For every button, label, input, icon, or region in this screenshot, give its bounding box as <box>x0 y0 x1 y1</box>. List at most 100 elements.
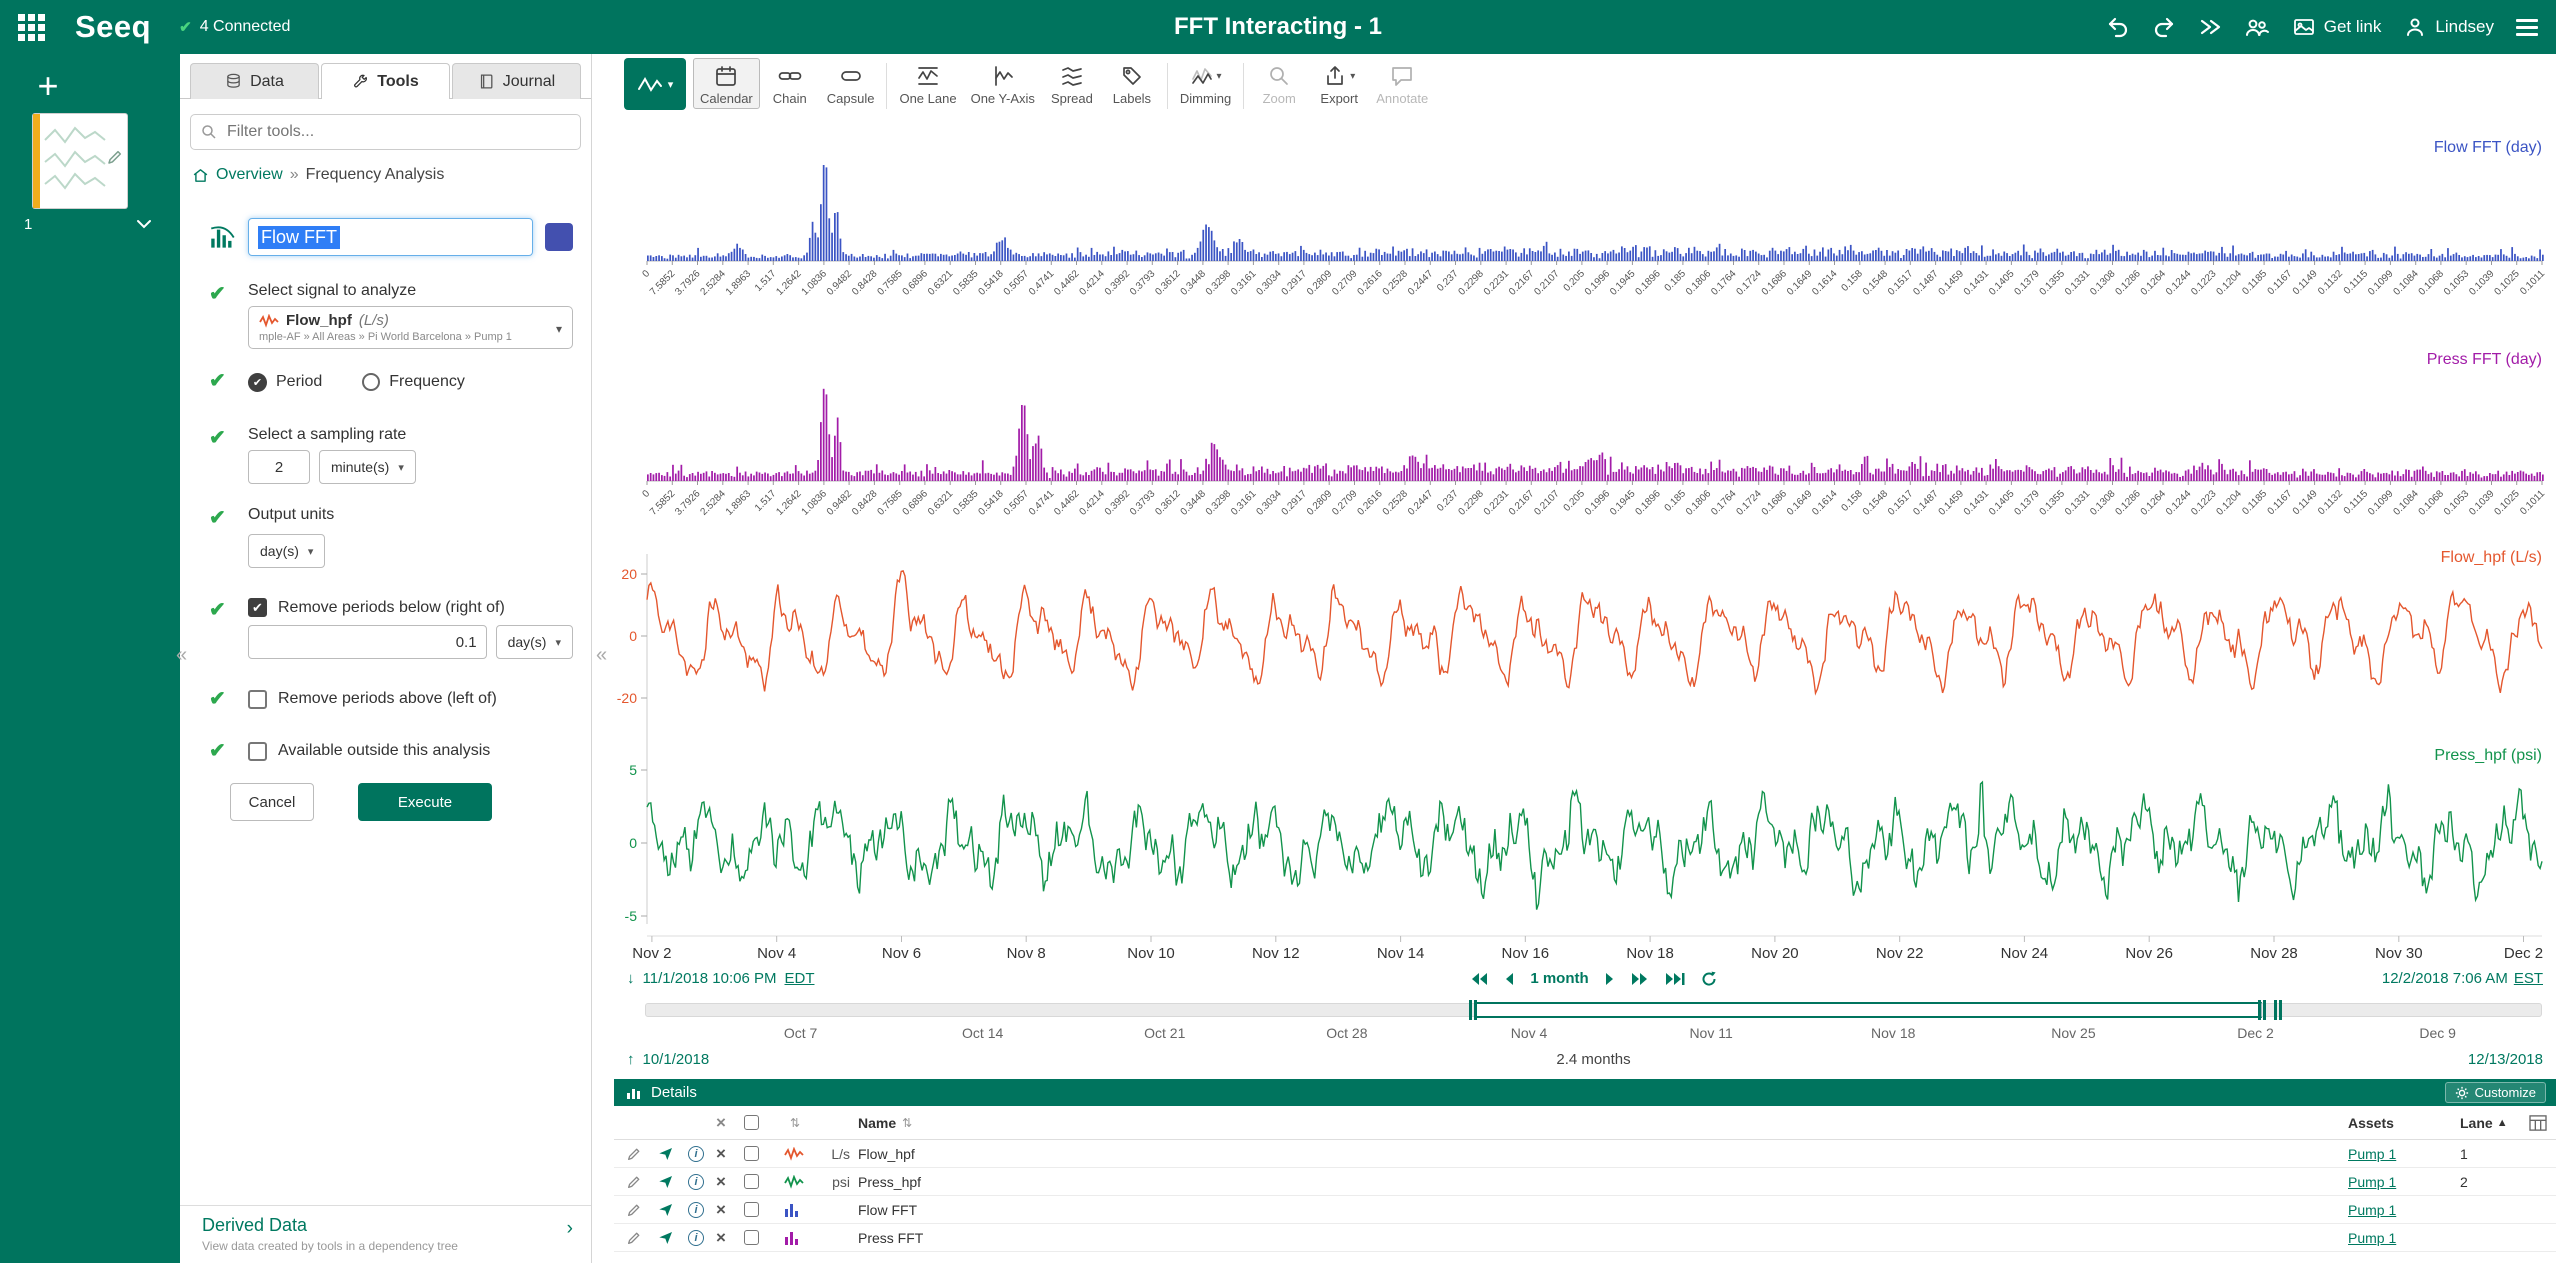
toolbar-capsule[interactable]: Capsule <box>820 58 882 109</box>
expand-table-icon[interactable] <box>2529 1115 2547 1131</box>
row-checkbox[interactable] <box>744 1174 759 1189</box>
info-icon[interactable]: i <box>688 1146 716 1162</box>
signal-select[interactable]: Flow_hpf (L/s) mple-AF » All Areas » Pi … <box>248 306 573 349</box>
color-swatch[interactable] <box>545 223 573 251</box>
remove-above-checkbox[interactable] <box>248 690 267 709</box>
new-worksheet-button[interactable]: + <box>30 66 66 106</box>
display-range-end[interactable]: 12/2/2018 7:06 AM EST <box>2382 970 2543 987</box>
chevron-right-icon[interactable]: › <box>567 1218 573 1240</box>
info-icon[interactable]: i <box>688 1202 716 1218</box>
row-checkbox[interactable] <box>744 1146 759 1161</box>
worksheet-edit-icon[interactable] <box>106 148 124 166</box>
remove-icon[interactable]: × <box>716 1173 744 1190</box>
refresh-icon[interactable] <box>1701 971 1717 987</box>
customize-button[interactable]: Customize <box>2445 1082 2546 1103</box>
remove-below-checkbox[interactable]: ✔ <box>248 598 267 617</box>
toolbar-one-lane[interactable]: One Lane <box>892 58 963 109</box>
edit-icon[interactable] <box>626 1230 658 1246</box>
range-end-timezone[interactable]: EST <box>2514 970 2543 987</box>
remove-below-unit-dropdown[interactable]: day(s) ▾ <box>496 625 573 659</box>
cancel-button[interactable]: Cancel <box>230 783 314 821</box>
table-row[interactable]: i × psi Press_hpf Pump 1 2 <box>614 1168 2556 1196</box>
remove-icon[interactable]: × <box>716 1145 744 1162</box>
table-row[interactable]: i × Press FFT Pump 1 <box>614 1224 2556 1252</box>
sort-icon[interactable]: ⇅ <box>790 1116 800 1130</box>
execute-button[interactable]: Execute <box>358 783 492 821</box>
table-row[interactable]: i × L/s Flow_hpf Pump 1 1 <box>614 1140 2556 1168</box>
view-selector-button[interactable]: ▾ <box>624 58 686 110</box>
lane-column-header[interactable]: Lane▲ <box>2460 1115 2520 1131</box>
scrubber-drag-handle[interactable] <box>2274 1000 2282 1020</box>
output-unit-dropdown[interactable]: day(s) ▾ <box>248 534 325 568</box>
row-checkbox[interactable] <box>744 1202 759 1217</box>
present-icon[interactable] <box>2198 15 2222 39</box>
apps-grid-icon[interactable] <box>18 14 45 41</box>
collapse-rail-icon[interactable]: « <box>176 644 187 667</box>
remove-all-icon[interactable]: × <box>716 1114 726 1131</box>
tab-data[interactable]: Data <box>190 63 319 99</box>
derived-data-section[interactable]: Derived Data View data created by tools … <box>180 1205 591 1263</box>
remove-icon[interactable]: × <box>716 1229 744 1246</box>
radio-period[interactable]: ✔ Period <box>248 373 322 392</box>
step-to-end-icon[interactable] <box>1665 972 1685 986</box>
send-icon[interactable] <box>658 1146 688 1162</box>
sort-icon[interactable]: ⇅ <box>902 1116 912 1130</box>
edit-icon[interactable] <box>626 1174 658 1190</box>
range-end-date[interactable]: 12/2/2018 7:06 AM <box>2382 970 2508 987</box>
toolbar-spread[interactable]: Spread <box>1042 58 1102 109</box>
scrubber-selection[interactable] <box>1474 1002 2262 1018</box>
step-forward-half-icon[interactable] <box>1605 972 1615 986</box>
investigate-duration[interactable]: 2.4 months <box>645 1051 2542 1068</box>
get-link-button[interactable]: Get link <box>2292 15 2382 39</box>
scrubber-left-handle[interactable] <box>1469 1000 1477 1020</box>
toolbar-labels[interactable]: Labels <box>1102 58 1162 109</box>
tab-journal[interactable]: Journal <box>452 63 581 99</box>
send-icon[interactable] <box>658 1230 688 1246</box>
redo-icon[interactable] <box>2152 15 2176 39</box>
info-icon[interactable]: i <box>688 1174 716 1190</box>
toolbar-export[interactable]: ▾Export <box>1309 58 1369 109</box>
asset-link[interactable]: Pump 1 <box>2348 1174 2396 1190</box>
filter-tools-input[interactable] <box>190 114 581 150</box>
duration-button[interactable]: 1 month <box>1530 970 1588 987</box>
investigate-end-date[interactable]: 12/13/2018 <box>2468 1051 2543 1068</box>
toolbar-dimming[interactable]: ▾Dimming <box>1173 58 1238 109</box>
worksheet-chevron-icon[interactable] <box>136 219 152 229</box>
toolbar-calendar[interactable]: Calendar <box>693 58 760 109</box>
step-back-half-icon[interactable] <box>1504 972 1514 986</box>
connection-status[interactable]: ✔ 4 Connected <box>179 18 290 36</box>
remove-below-input[interactable] <box>248 625 487 659</box>
available-outside-checkbox[interactable] <box>248 742 267 761</box>
edit-icon[interactable] <box>626 1202 658 1218</box>
edit-icon[interactable] <box>626 1146 658 1162</box>
asset-link[interactable]: Pump 1 <box>2348 1202 2396 1218</box>
send-icon[interactable] <box>658 1202 688 1218</box>
toolbar-chain[interactable]: Chain <box>760 58 820 109</box>
assets-column-header[interactable]: Assets <box>2348 1115 2460 1131</box>
send-icon[interactable] <box>658 1174 688 1190</box>
radio-frequency[interactable]: Frequency <box>362 373 465 391</box>
derived-data-title[interactable]: Derived Data <box>202 1215 575 1236</box>
select-all-checkbox[interactable] <box>744 1115 759 1130</box>
time-scrubber[interactable] <box>645 1003 2542 1017</box>
table-row[interactable]: i × Flow FFT Pump 1 <box>614 1196 2556 1224</box>
tab-tools[interactable]: Tools <box>321 63 450 99</box>
remove-icon[interactable]: × <box>716 1201 744 1218</box>
asset-link[interactable]: Pump 1 <box>2348 1146 2396 1162</box>
step-back-full-icon[interactable] <box>1470 972 1488 986</box>
scrubber-right-handle[interactable] <box>2258 1000 2266 1020</box>
analysis-name-input[interactable]: Flow FFT <box>248 218 533 256</box>
name-column-header[interactable]: Name⇅ <box>858 1115 2348 1131</box>
collapse-panel-icon[interactable]: « <box>596 644 607 667</box>
asset-link[interactable]: Pump 1 <box>2348 1230 2396 1246</box>
step-forward-full-icon[interactable] <box>1631 972 1649 986</box>
worksheet-thumbnail[interactable] <box>33 114 127 208</box>
trend-chart[interactable]: Flow FFT (day)07.58523.79262.52841.89631… <box>592 118 2556 964</box>
home-icon[interactable] <box>192 167 209 184</box>
row-checkbox[interactable] <box>744 1230 759 1245</box>
breadcrumb-overview[interactable]: Overview <box>216 166 283 184</box>
undo-icon[interactable] <box>2106 15 2130 39</box>
toolbar-one-y-axis[interactable]: One Y-Axis <box>964 58 1042 109</box>
user-menu[interactable]: Lindsey <box>2403 15 2494 39</box>
hamburger-menu-icon[interactable] <box>2516 15 2538 40</box>
